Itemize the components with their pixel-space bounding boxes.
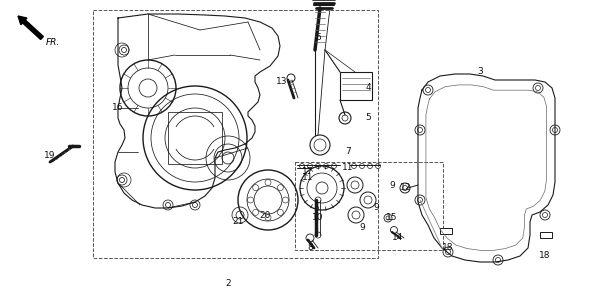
Text: 11: 11 [302,173,314,182]
Bar [168,112,222,164]
Text: 8: 8 [307,244,313,253]
Text: 3: 3 [477,67,483,76]
Text: 16: 16 [112,104,124,113]
Text: 7: 7 [345,147,351,157]
Bar [295,162,443,250]
Text: 17: 17 [302,167,314,176]
Text: 9: 9 [373,203,379,213]
Text: 19: 19 [44,150,55,160]
FancyBboxPatch shape [340,72,372,100]
Text: 20: 20 [260,210,271,219]
Text: 9: 9 [359,224,365,232]
Text: 2: 2 [225,278,231,287]
Bar [93,10,378,258]
Text: 10: 10 [312,213,324,222]
Text: 21: 21 [232,218,244,226]
Text: 9: 9 [389,181,395,190]
Text: 4: 4 [365,83,371,92]
Bar [540,232,552,238]
Text: FR.: FR. [46,38,60,47]
Text: 13: 13 [276,77,288,86]
Text: 14: 14 [392,234,404,243]
Text: 15: 15 [386,213,398,222]
Text: 12: 12 [400,184,412,193]
FancyArrow shape [18,16,43,39]
Text: 5: 5 [365,113,371,123]
Text: 18: 18 [442,244,454,253]
Text: 18: 18 [539,250,550,259]
Text: 11: 11 [342,163,354,172]
Text: 6: 6 [315,33,321,42]
Bar [440,228,452,234]
